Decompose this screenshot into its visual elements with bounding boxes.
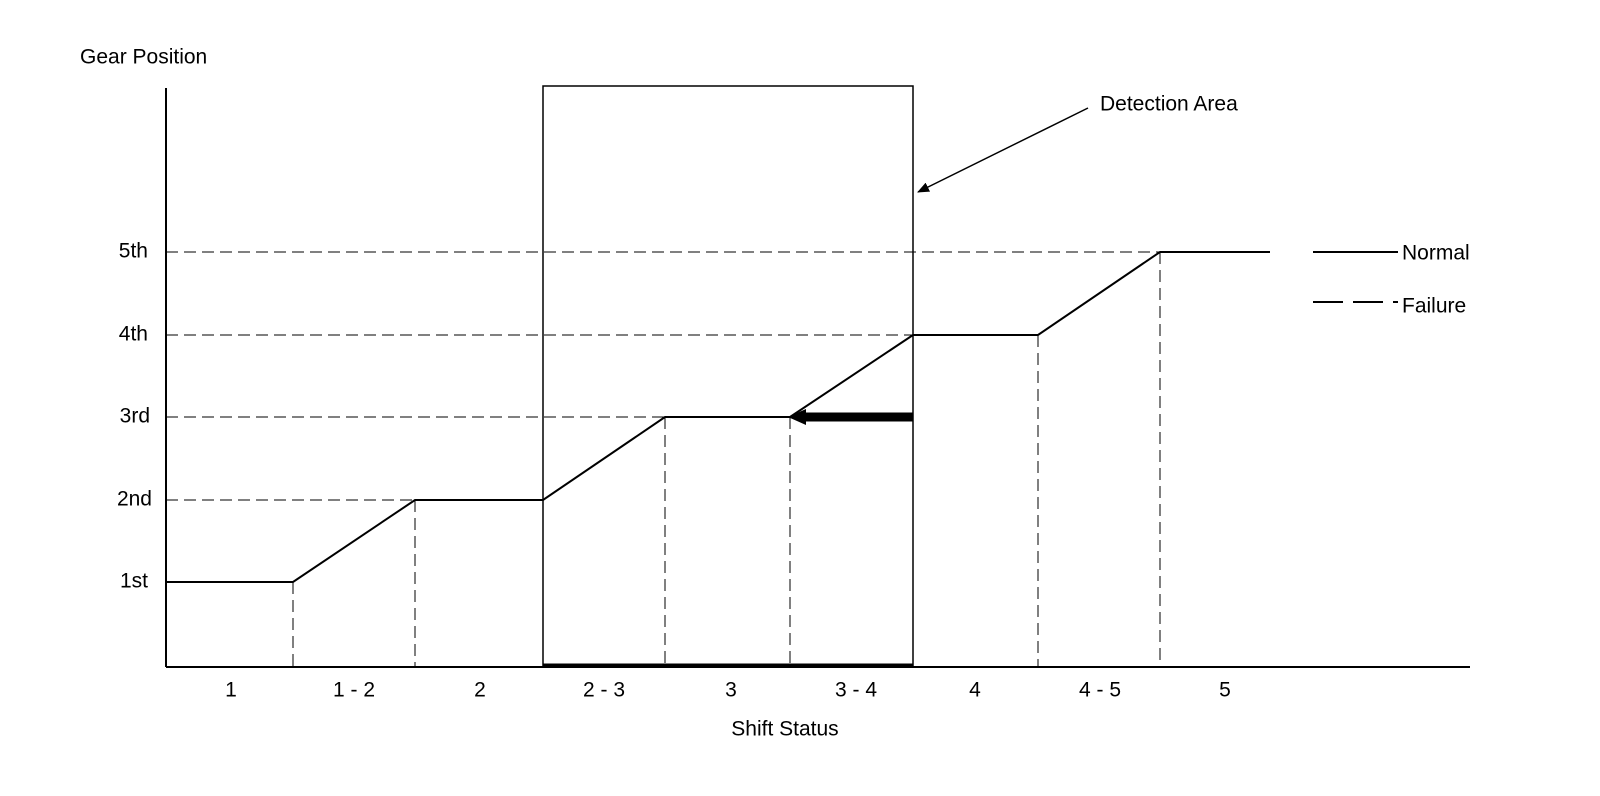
y-label: 1st — [120, 570, 148, 593]
y-label: 5th — [119, 240, 148, 263]
x-label: 3 - 4 — [835, 679, 877, 702]
y-label: 4th — [119, 323, 148, 346]
failure-arrow — [788, 409, 806, 425]
annotation-arrow — [917, 107, 1089, 193]
x-label: 2 — [474, 679, 486, 702]
x-label: 4 — [969, 679, 981, 702]
normal-line — [166, 251, 1270, 583]
x-label: 4 - 5 — [1079, 679, 1121, 702]
detection-area — [542, 85, 914, 668]
y-label: 3rd — [120, 405, 150, 428]
y-axis-title: Gear Position — [80, 46, 207, 69]
annotation: Detection Area — [1100, 93, 1238, 116]
legend-label: Failure — [1402, 295, 1466, 318]
x-label: 1 - 2 — [333, 679, 375, 702]
x-axis-title: Shift Status — [731, 718, 838, 741]
guide-lines — [166, 251, 1161, 667]
x-label: 3 — [725, 679, 737, 702]
legend-label: Normal — [1402, 242, 1470, 265]
x-label: 2 - 3 — [583, 679, 625, 702]
x-label: 1 — [225, 679, 237, 702]
y-label: 2nd — [117, 488, 152, 511]
x-label: 5 — [1219, 679, 1231, 702]
